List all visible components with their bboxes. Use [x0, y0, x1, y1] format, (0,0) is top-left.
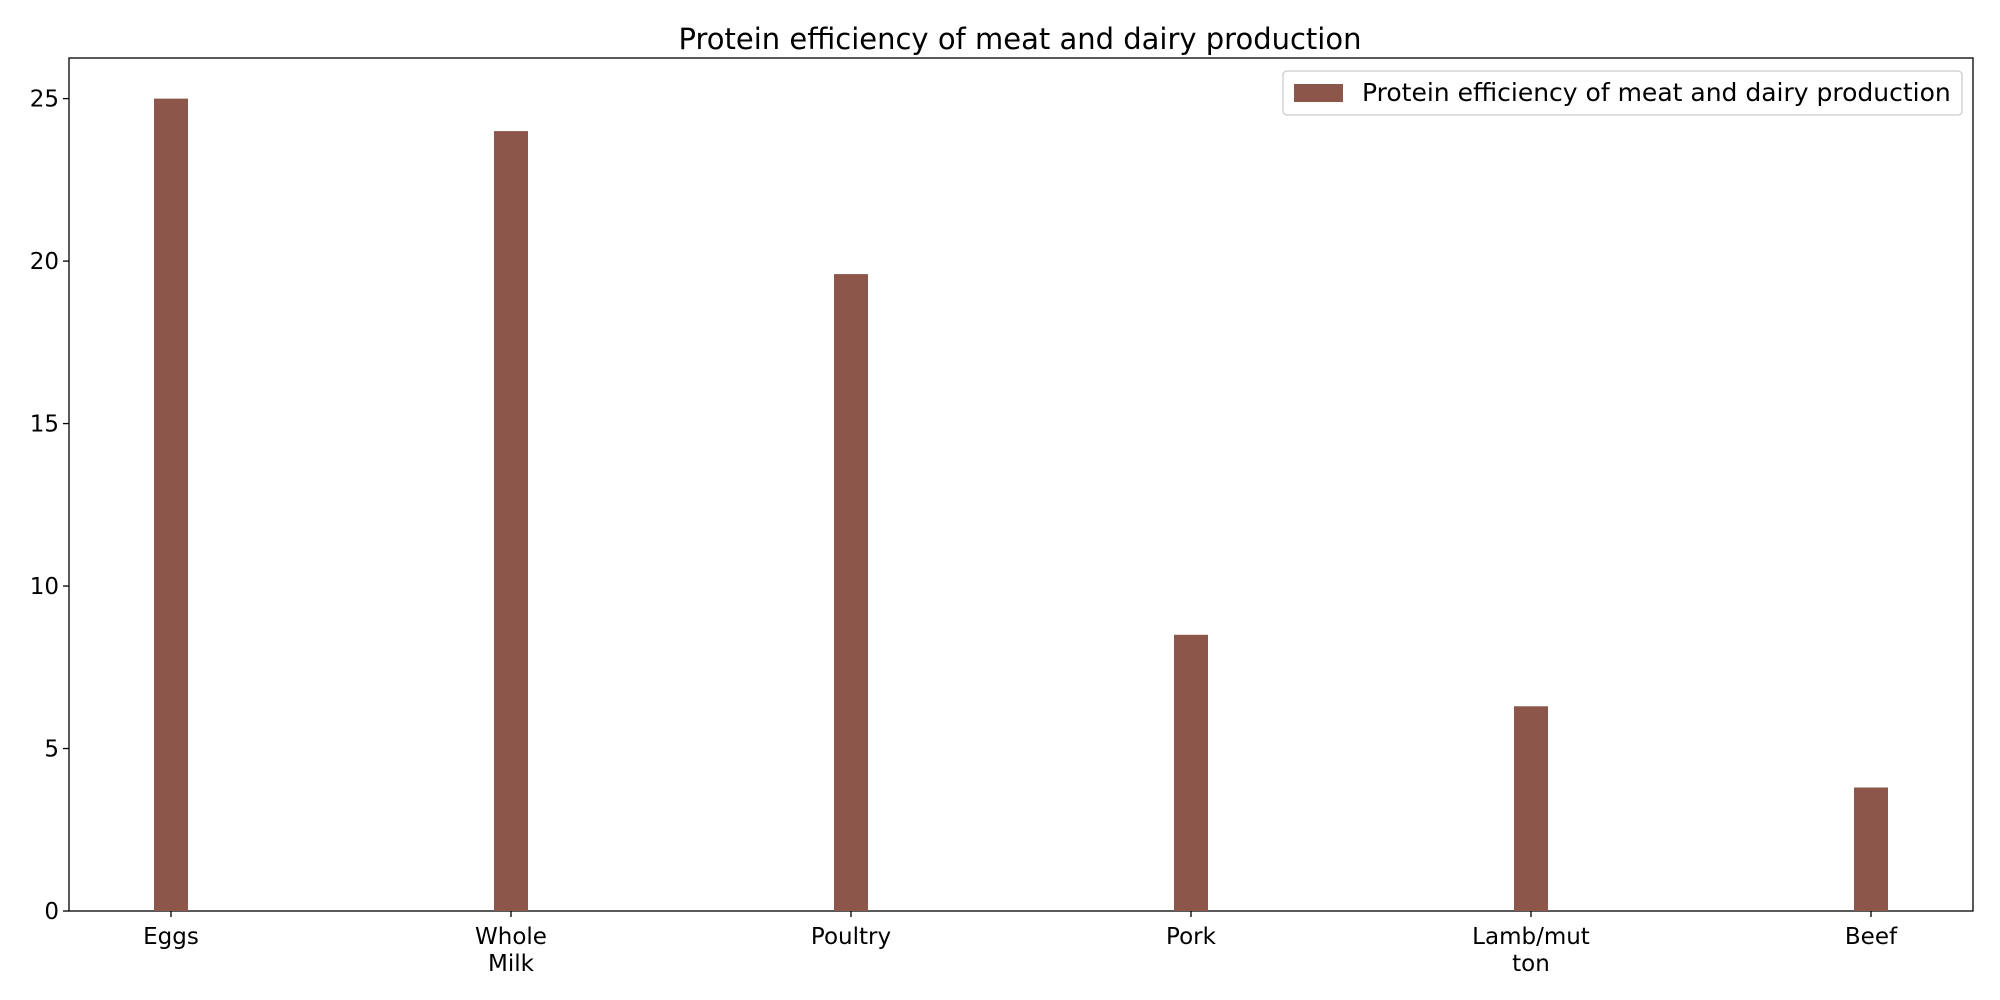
y-tick-label: 0 — [44, 899, 59, 925]
x-tick-label: Lamb/mut ton — [1472, 924, 1590, 977]
bar-lamb-mut-ton — [1514, 706, 1548, 911]
y-tick-label: 20 — [30, 249, 59, 275]
x-tick-label: Whole Milk — [475, 924, 547, 977]
x-tick-label: Poultry — [811, 924, 891, 950]
plot-area: 0 5 10 15 20 25 Eggs Whole Milk Poultry Pork Lamb/… — [30, 57, 1974, 977]
legend-box — [1282, 70, 1963, 116]
x-tick-label: Pork — [1166, 924, 1217, 950]
y-tick-label: 10 — [30, 574, 59, 600]
y-tick-label: 15 — [30, 412, 59, 438]
bar-poultry — [834, 274, 868, 911]
bar-eggs — [154, 98, 188, 912]
chart-title: Protein efficiency of meat and dairy pro… — [679, 22, 1362, 56]
y-axis: 0 5 10 15 20 25 — [30, 87, 69, 925]
plot-frame — [68, 57, 1974, 912]
y-tick-label: 25 — [30, 87, 59, 113]
bar-beef — [1854, 787, 1888, 911]
bar-pork — [1174, 634, 1208, 911]
x-tick-label: Eggs — [143, 924, 199, 950]
legend-swatch — [1294, 84, 1343, 102]
bar-whole-milk — [494, 131, 528, 912]
x-tick-label: Beef — [1845, 924, 1898, 950]
legend: Protein efficiency of meat and dairy pro… — [1282, 70, 1963, 116]
legend-label: Protein efficiency of meat and dairy pro… — [1362, 78, 1951, 107]
bars — [154, 98, 1888, 912]
x-axis: Eggs Whole Milk Poultry Pork Lamb/mut ton Beef — [143, 911, 1898, 977]
y-tick-label: 5 — [44, 737, 59, 763]
